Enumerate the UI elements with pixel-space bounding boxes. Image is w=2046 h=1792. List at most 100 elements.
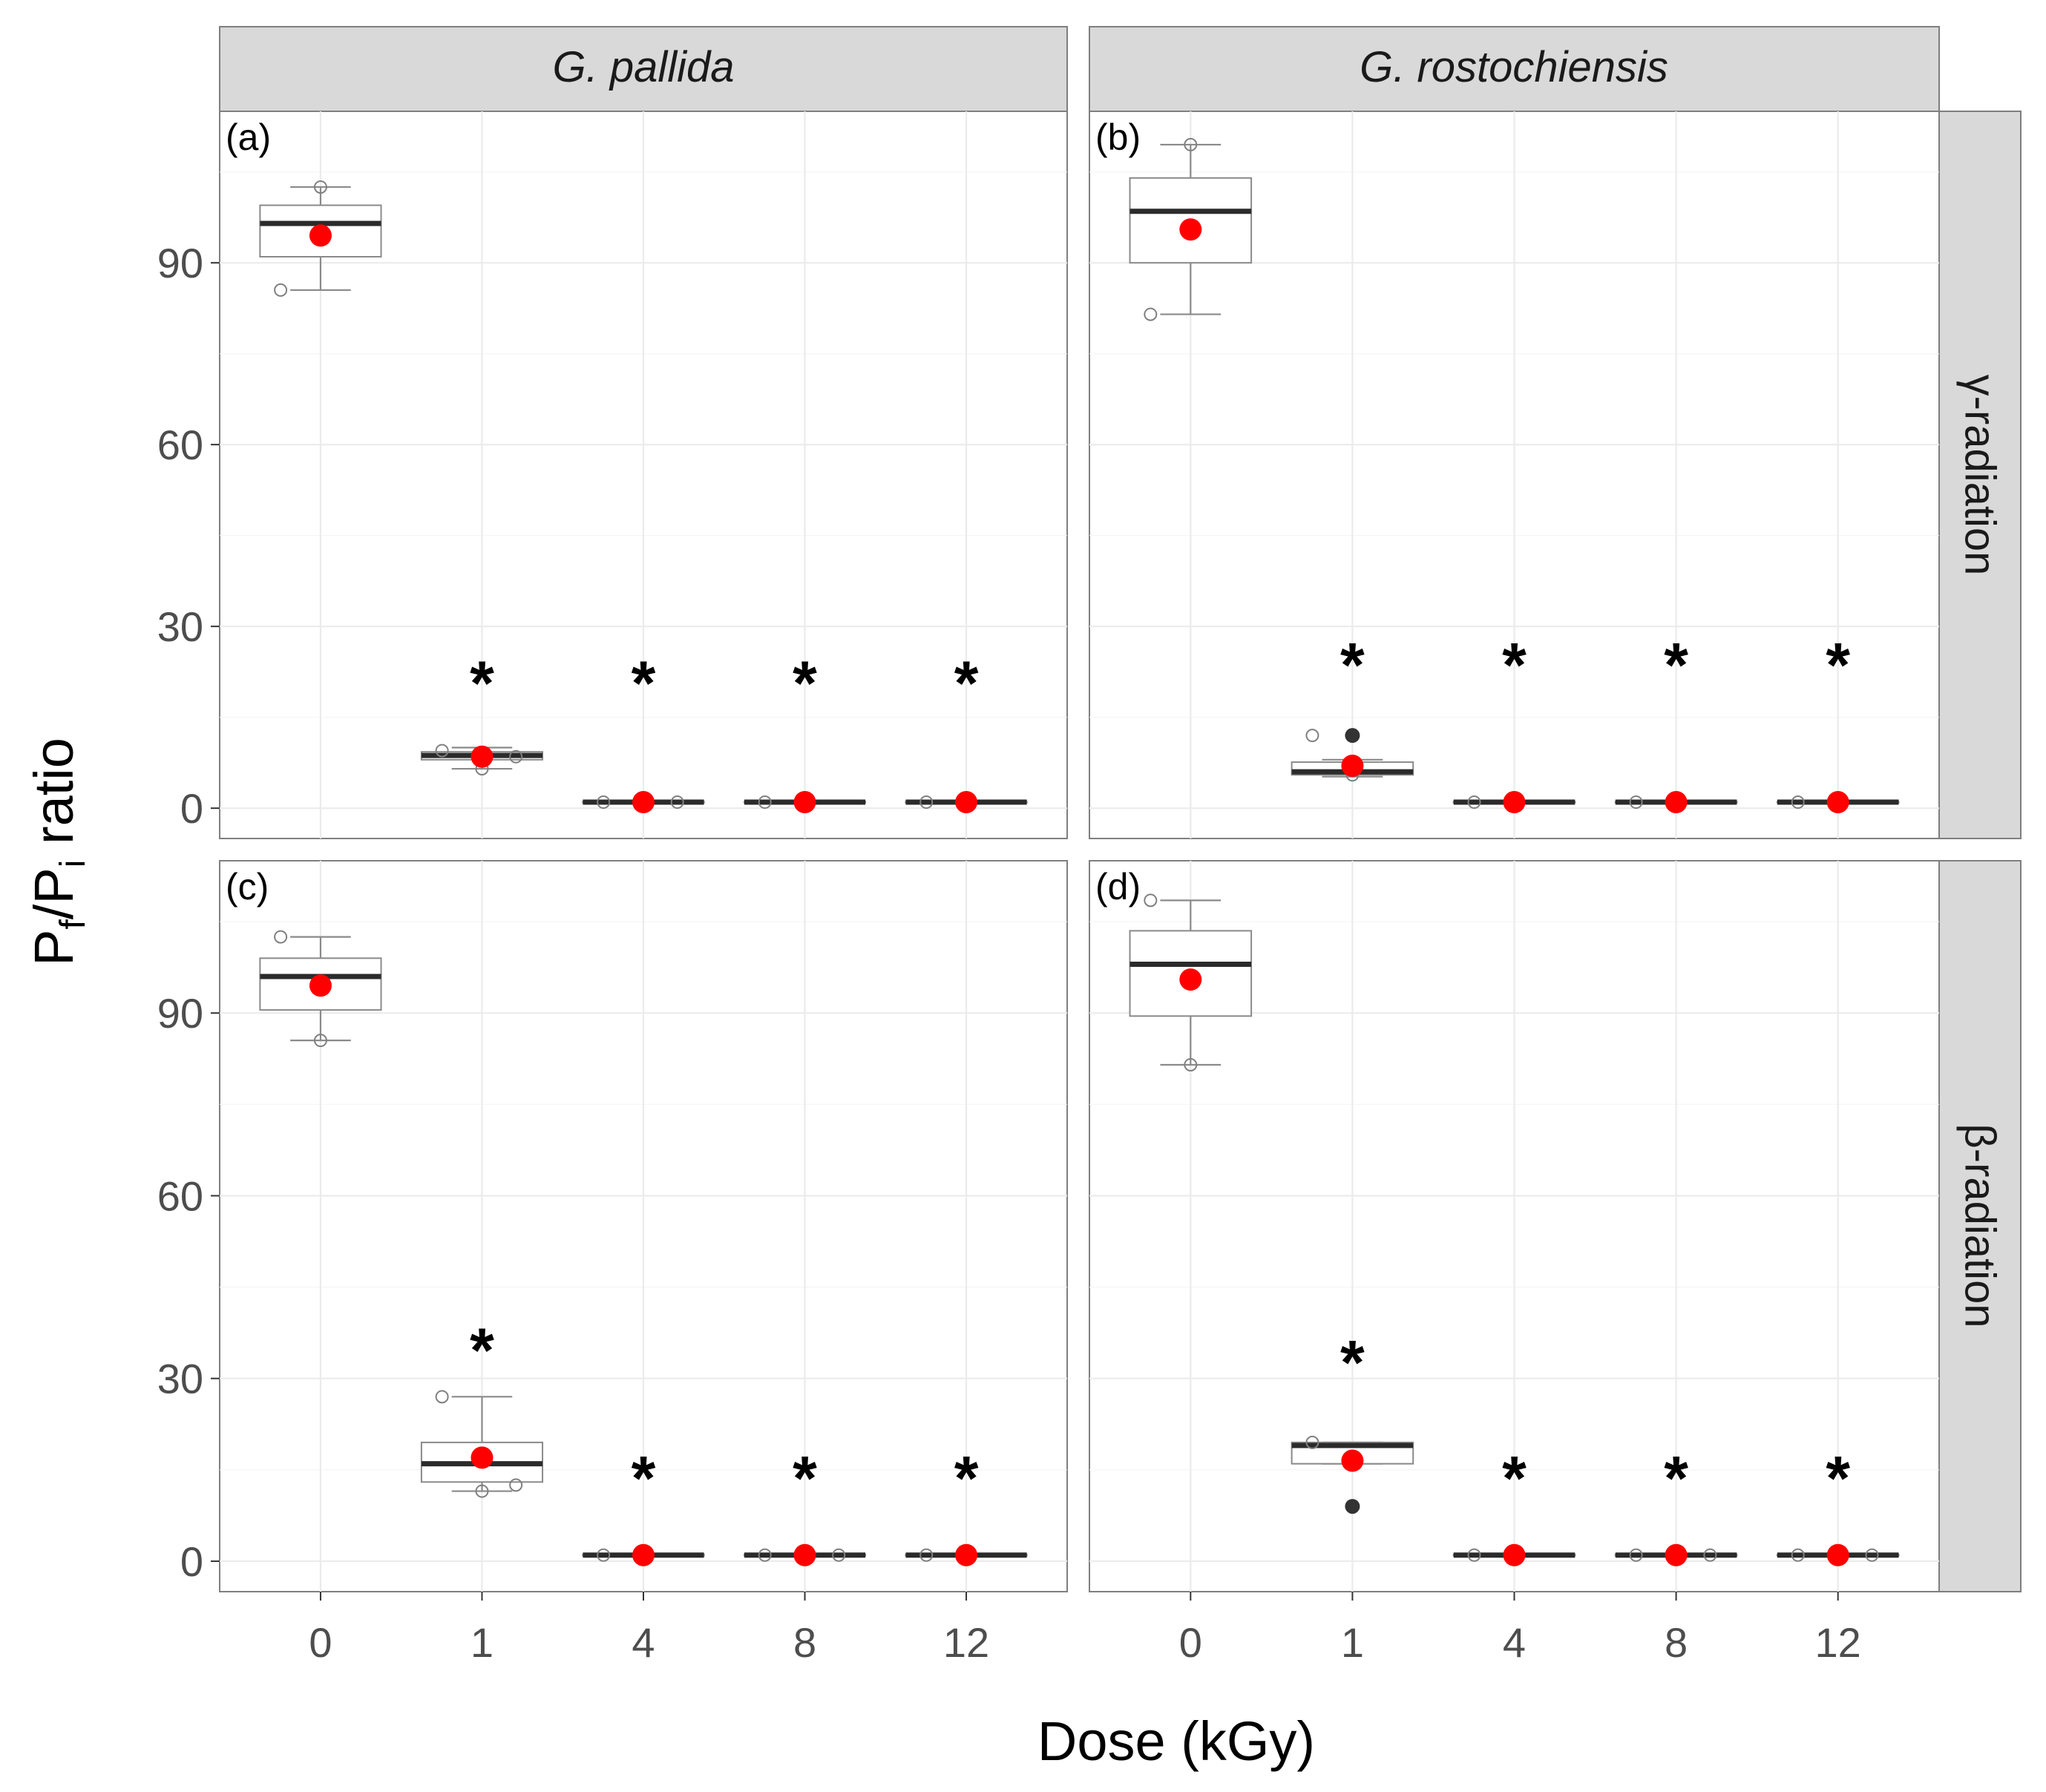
- data-point: [758, 795, 772, 809]
- data-point: [597, 1548, 611, 1562]
- y-tick-label: 30: [157, 603, 203, 650]
- data-point: [274, 283, 288, 297]
- mean-point: [955, 791, 978, 813]
- y-tick-label: 60: [157, 1172, 203, 1219]
- x-axis-ticks-left: 0 1 4 8 12: [309, 1592, 989, 1666]
- strip-label-g-rostochiensis: G. rostochiensis: [1360, 43, 1668, 91]
- box-group-dose-12: *: [1776, 630, 1900, 813]
- box-group-dose-12: *: [1776, 1443, 1900, 1566]
- strip-label-gamma-radiation: γ-radiation: [1956, 375, 2004, 576]
- x-tick-label: 12: [943, 1619, 989, 1666]
- mean-point: [632, 791, 655, 813]
- box-group-dose-1: *: [1291, 1327, 1414, 1514]
- significance-star: *: [470, 1315, 494, 1385]
- data-point: [1305, 729, 1319, 743]
- box-group-dose-0: [259, 930, 382, 1048]
- data-point: [509, 1478, 523, 1492]
- x-tick-label: 8: [793, 1619, 816, 1666]
- significance-star: *: [1826, 630, 1850, 700]
- y-axis-title-p: P: [23, 930, 85, 966]
- panel-label: (d): [1095, 866, 1141, 908]
- y-axis-title-sub-f: f: [53, 919, 93, 930]
- y-axis-ticks-bottom: 0 30 60 90: [157, 990, 220, 1585]
- y-tick-label: 30: [157, 1356, 203, 1402]
- box-group-dose-0: [1129, 137, 1253, 321]
- box-group-dose-1: *: [420, 649, 544, 776]
- box-group-dose-4: *: [582, 649, 705, 813]
- row-strip-top: γ-radiation: [1938, 111, 2022, 839]
- y-tick-label: 0: [180, 1538, 203, 1585]
- panel-a: * * * * (a): [219, 111, 1068, 839]
- x-tick-label: 4: [632, 1619, 655, 1666]
- box-group-dose-1: *: [1291, 630, 1414, 782]
- mean-point: [1503, 791, 1526, 813]
- panel-label: (a): [226, 116, 271, 158]
- box-group-dose-0: [1129, 893, 1253, 1071]
- significance-star: *: [954, 649, 979, 718]
- mean-point: [632, 1543, 655, 1566]
- x-tick-label: 1: [1341, 1619, 1364, 1666]
- box-group-dose-12: *: [905, 1443, 1028, 1566]
- significance-star: *: [1340, 1327, 1365, 1397]
- box-group-dose-1: *: [420, 1315, 544, 1498]
- x-tick-label: 4: [1503, 1619, 1526, 1666]
- y-axis-title-slash-p: /P: [23, 867, 85, 919]
- data-point: [1791, 795, 1805, 809]
- mean-point: [1503, 1543, 1526, 1566]
- box-group-dose-0: [259, 180, 382, 297]
- box-group-dose-8: *: [1614, 1443, 1738, 1566]
- significance-star: *: [1340, 630, 1365, 700]
- significance-star: *: [1502, 1443, 1527, 1513]
- significance-star: *: [793, 649, 817, 718]
- strip-label-beta-radiation: β-radiation: [1956, 1123, 2004, 1327]
- x-tick-label: 12: [1815, 1619, 1861, 1666]
- panel-label: (c): [226, 866, 269, 908]
- significance-star: *: [470, 649, 494, 718]
- data-point: [919, 1548, 934, 1562]
- data-point: [1467, 1548, 1481, 1562]
- y-tick-label: 90: [157, 240, 203, 286]
- data-point: [1791, 1548, 1805, 1562]
- x-tick-label: 0: [309, 1619, 332, 1666]
- mean-point: [1665, 1543, 1688, 1566]
- mean-point: [309, 974, 332, 997]
- data-point: [475, 1484, 489, 1498]
- data-point: [435, 744, 449, 758]
- data-point: [1305, 1435, 1319, 1449]
- box-group-dose-4: *: [582, 1443, 705, 1566]
- mean-point: [1179, 218, 1202, 241]
- y-tick-label: 90: [157, 990, 203, 1037]
- significance-star: *: [632, 649, 656, 718]
- significance-star: *: [954, 1443, 979, 1513]
- x-tick-label: 1: [470, 1619, 494, 1666]
- data-point: [313, 180, 327, 194]
- outlier-point: [1345, 1499, 1360, 1514]
- significance-star: *: [632, 1443, 656, 1513]
- data-point: [1629, 795, 1643, 809]
- mean-point: [793, 1543, 816, 1566]
- panel-d: * * * * (d): [1089, 860, 1940, 1592]
- data-point: [1865, 1548, 1879, 1562]
- mean-point: [470, 745, 494, 768]
- y-axis-title: Pf/Pi ratio: [23, 738, 93, 966]
- mean-point: [1341, 1449, 1364, 1472]
- significance-star: *: [1664, 1443, 1688, 1513]
- data-point: [919, 795, 934, 809]
- panel-label: (b): [1095, 116, 1141, 158]
- column-strip-left: G. pallida: [219, 26, 1068, 112]
- significance-star: *: [1826, 1443, 1850, 1513]
- x-tick-label: 8: [1665, 1619, 1688, 1666]
- panel-c: * * * * (c): [219, 860, 1068, 1592]
- data-point: [1629, 1548, 1643, 1562]
- strip-label-g-pallida: G. pallida: [552, 43, 734, 91]
- box-group-dose-12: *: [905, 649, 1028, 813]
- row-strip-bottom: β-radiation: [1938, 860, 2022, 1592]
- significance-star: *: [1664, 630, 1688, 700]
- data-point: [1703, 1548, 1717, 1562]
- x-tick-label: 0: [1179, 1619, 1202, 1666]
- data-point: [1184, 1057, 1198, 1071]
- data-point: [758, 1548, 772, 1562]
- mean-point: [955, 1543, 978, 1566]
- y-tick-label: 60: [157, 421, 203, 468]
